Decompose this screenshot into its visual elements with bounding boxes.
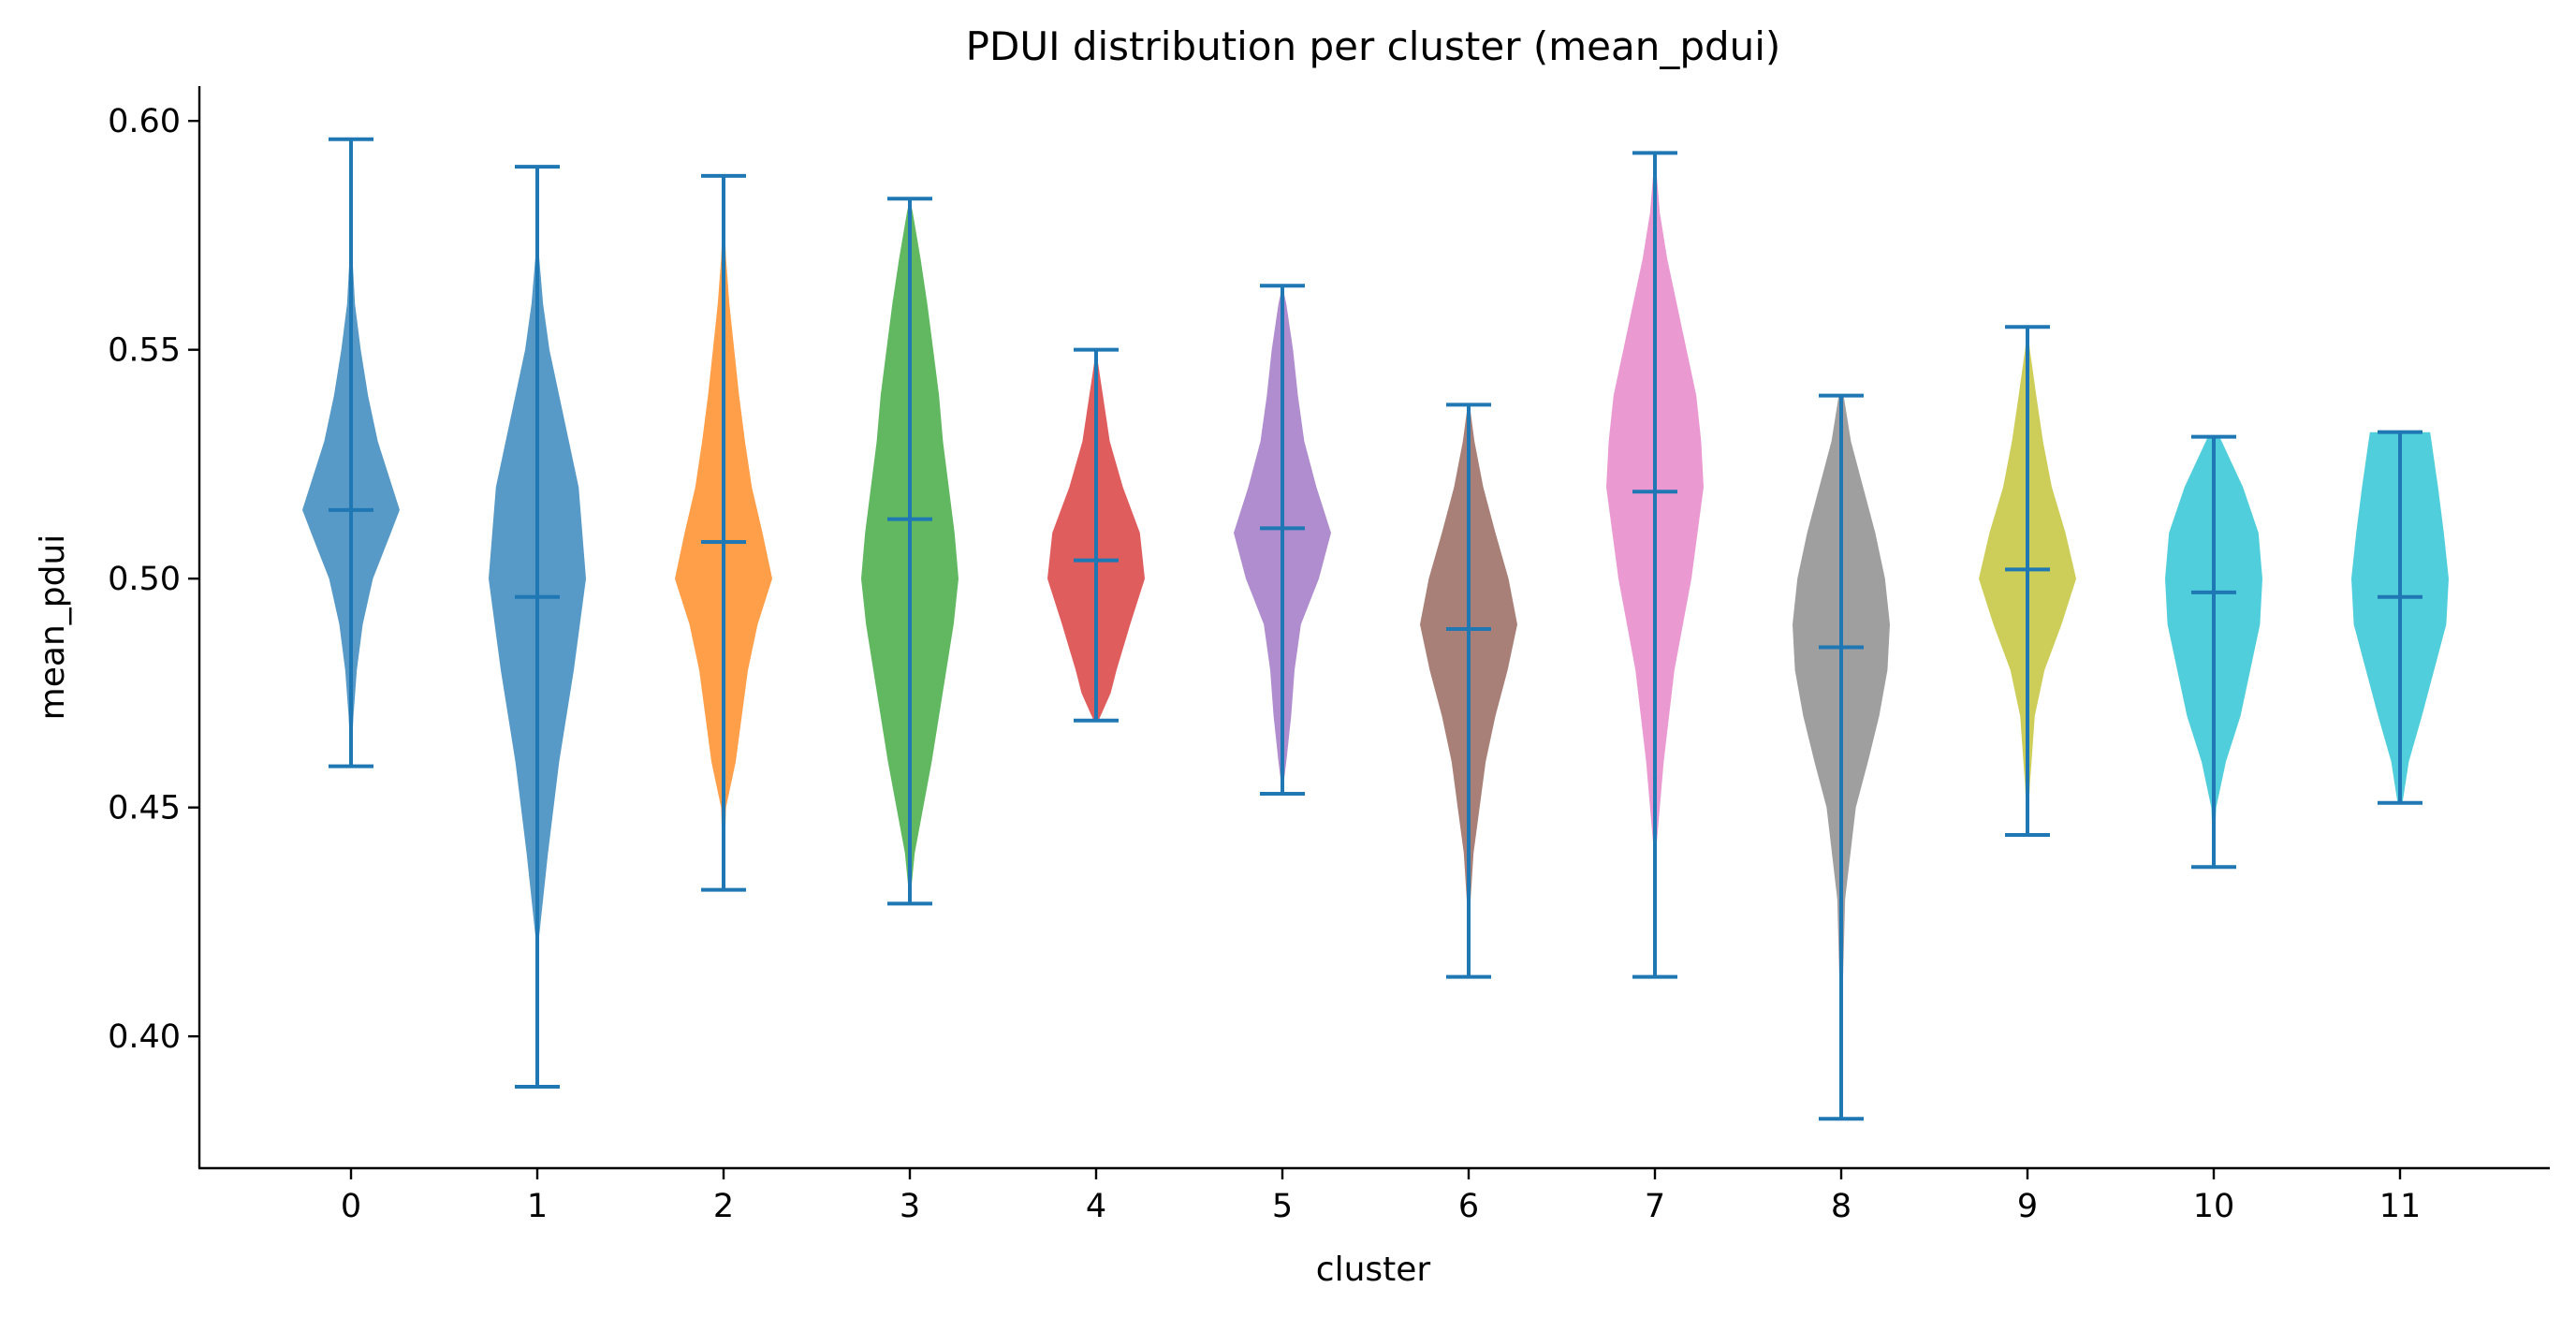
y-tick-label: 0.60 xyxy=(108,103,181,140)
violins-layer xyxy=(302,139,2449,1119)
y-tick-label: 0.40 xyxy=(108,1018,181,1056)
x-tick-label: 8 xyxy=(1831,1188,1852,1225)
x-tick-label: 11 xyxy=(2379,1188,2422,1225)
x-tick-label: 4 xyxy=(1086,1188,1106,1225)
y-tick-label: 0.50 xyxy=(108,561,181,598)
y-axis-label: mean_pdui xyxy=(34,534,72,721)
x-tick-label: 2 xyxy=(713,1188,734,1225)
x-tick-label: 0 xyxy=(341,1188,361,1225)
stats-layer xyxy=(329,137,2422,1121)
x-axis-label: cluster xyxy=(1316,1251,1431,1289)
x-tick-label: 5 xyxy=(1272,1188,1293,1225)
x-tick-label: 1 xyxy=(527,1188,548,1225)
x-tick-label: 7 xyxy=(1645,1188,1665,1225)
y-tick-label: 0.55 xyxy=(108,332,181,370)
chart-title: PDUI distribution per cluster (mean_pdui… xyxy=(966,23,1781,69)
y-ticks: 0.40 0.45 0.50 0.55 0.60 xyxy=(108,103,199,1056)
x-tick-label: 10 xyxy=(2193,1188,2235,1225)
x-tick-label: 9 xyxy=(2017,1188,2038,1225)
x-tick-label: 6 xyxy=(1458,1188,1479,1225)
x-ticks: 0 1 2 3 4 5 6 7 8 9 10 11 xyxy=(341,1168,2421,1225)
x-tick-label: 3 xyxy=(900,1188,920,1225)
y-tick-label: 0.45 xyxy=(108,790,181,827)
